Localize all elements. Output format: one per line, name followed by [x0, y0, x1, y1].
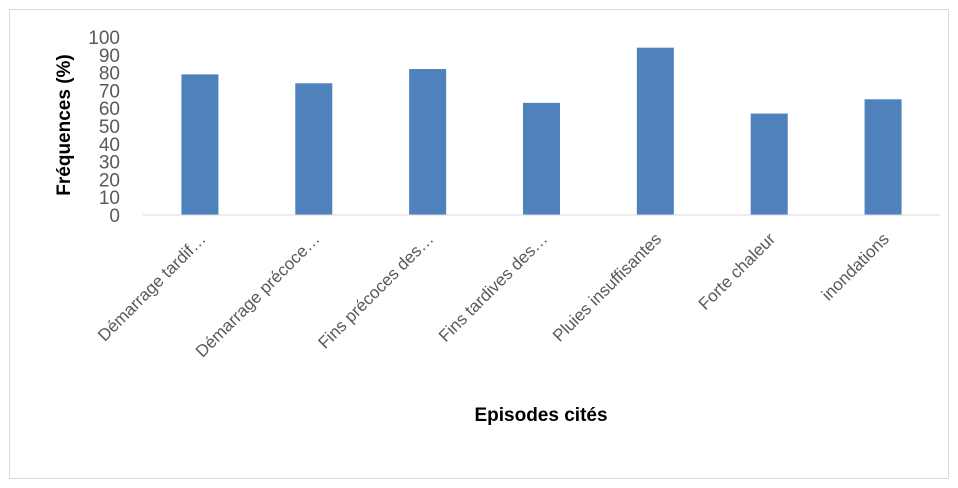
y-tick-label: 80	[99, 64, 120, 85]
y-tick-label: 40	[99, 135, 120, 156]
y-tick-label: 70	[99, 81, 120, 102]
bar	[523, 102, 560, 215]
y-tick-label: 30	[99, 153, 120, 174]
x-category-label: Fins précoces des…	[314, 229, 437, 352]
bar	[864, 99, 902, 215]
y-tick-label: 100	[88, 28, 120, 49]
x-category-label: Forte chaleur	[695, 229, 779, 313]
bar	[750, 113, 788, 215]
bar	[409, 69, 447, 215]
y-tick-label: 20	[99, 170, 120, 191]
y-tick-label: 90	[99, 46, 120, 67]
x-category-label: inondations	[818, 229, 893, 304]
y-tick-label: 50	[99, 117, 120, 138]
x-category-label: Pluies insuffisantes	[549, 229, 665, 345]
x-category-label: Fins tardives des…	[435, 229, 551, 345]
bar	[636, 47, 674, 216]
y-tick-label: 0	[109, 206, 120, 227]
x-category-label: Démarrage précoce…	[192, 229, 324, 361]
x-axis-category-labels: Démarrage tardif…Démarrage précoce…Fins …	[94, 229, 893, 361]
y-axis-title: Fréquences (%)	[54, 54, 75, 195]
bar	[295, 83, 333, 215]
x-category-label: Démarrage tardif…	[94, 229, 210, 345]
x-axis-title: Episodes cités	[474, 405, 607, 426]
bar	[181, 74, 219, 215]
bars	[181, 47, 902, 216]
chart-frame	[9, 9, 949, 479]
y-tick-label: 60	[99, 99, 120, 120]
y-tick-label: 10	[99, 188, 120, 209]
